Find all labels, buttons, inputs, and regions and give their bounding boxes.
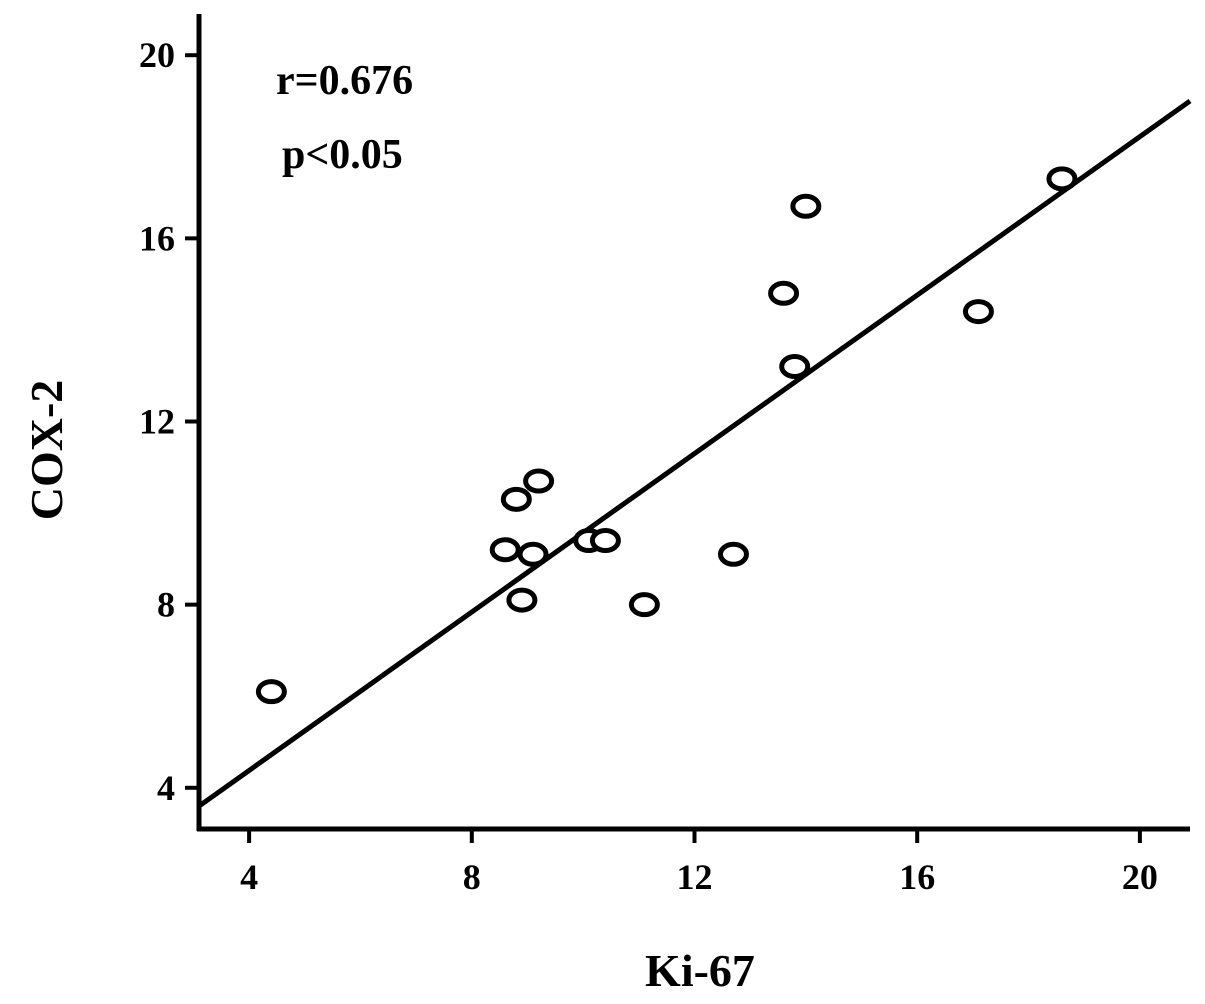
- y-tick-label: 12: [139, 402, 175, 442]
- regression-line: [197, 98, 1192, 809]
- data-point: [790, 193, 822, 219]
- data-points: [255, 166, 1078, 705]
- data-point: [506, 587, 538, 613]
- data-point: [489, 537, 521, 563]
- x-tick-label: 8: [463, 857, 481, 897]
- y-tick-label: 20: [139, 35, 175, 75]
- data-point: [589, 528, 621, 554]
- data-point: [1046, 166, 1078, 192]
- p-value-annotation: p<0.05: [282, 132, 403, 178]
- y-tick-label: 4: [157, 768, 175, 808]
- data-point: [255, 679, 287, 705]
- data-point: [523, 468, 555, 494]
- regression-line-group: [197, 98, 1192, 809]
- y-tick-label: 16: [139, 218, 175, 258]
- x-tick-label: 12: [677, 857, 713, 897]
- x-tick-label: 4: [240, 857, 258, 897]
- y-tick-label: 8: [157, 585, 175, 625]
- x-tick-label: 16: [899, 857, 935, 897]
- ticks: 4 8 12 16 20 4 8 12 16 20: [139, 35, 1158, 897]
- data-point: [962, 299, 994, 325]
- x-axis-title: Ki-67: [645, 945, 755, 996]
- x-tick-label: 20: [1122, 857, 1158, 897]
- y-axis-title: COX-2: [21, 380, 72, 521]
- correlation-annotation: r=0.676: [276, 58, 413, 104]
- data-point: [517, 541, 549, 567]
- data-point: [717, 541, 749, 567]
- text-labels: r=0.676 p<0.05 Ki-67 COX-2: [21, 58, 755, 996]
- data-point: [628, 592, 660, 618]
- data-point: [768, 280, 800, 306]
- data-point: [500, 486, 532, 512]
- data-point: [779, 354, 811, 380]
